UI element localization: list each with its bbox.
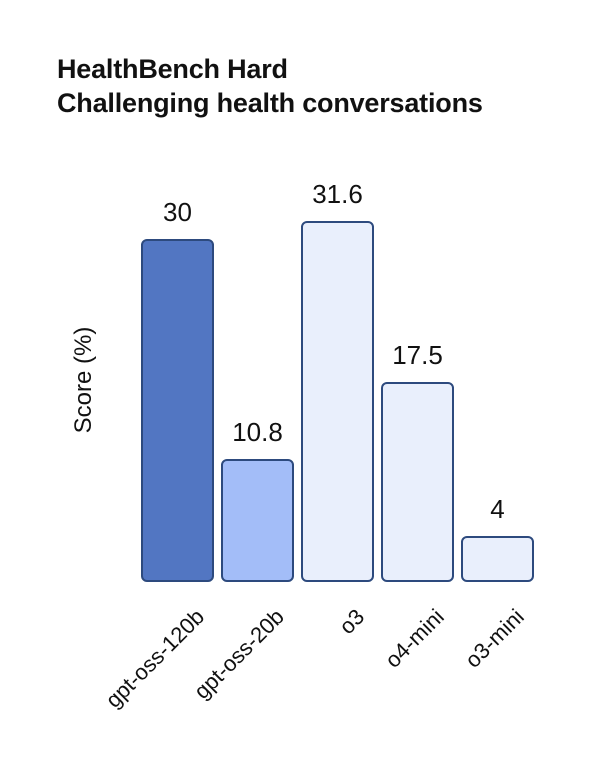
bar-value-label-gpt-oss-120b: 30: [163, 197, 192, 228]
bar-o3-mini: [461, 536, 534, 582]
chart-title: HealthBench Hard Challenging health conv…: [57, 52, 483, 120]
x-tick-o4-mini: o4-mini: [380, 604, 450, 673]
bar-value-label-o3-mini: 4: [490, 494, 505, 525]
chart-subtitle-line: Challenging health conversations: [57, 88, 483, 118]
bar-o4-mini: [381, 382, 454, 582]
x-tick-o3: o3: [334, 604, 370, 639]
bar-gpt-oss-120b: [141, 239, 214, 582]
bar-value-label-o4-mini: 17.5: [392, 340, 443, 370]
bar-value-label-o3: 31.6: [312, 178, 363, 209]
bar-gpt-oss-20b: [221, 458, 294, 582]
chart-title-line: HealthBench Hard: [57, 54, 288, 84]
bar-value-label-gpt-oss-20b: 10.8: [232, 416, 283, 447]
bar-o3: [301, 220, 374, 582]
x-tick-o3-mini: o3-mini: [460, 604, 530, 673]
x-tick-gpt-oss-120b: gpt-oss-120b: [100, 604, 210, 713]
y-axis-label: Score (%): [70, 326, 97, 434]
